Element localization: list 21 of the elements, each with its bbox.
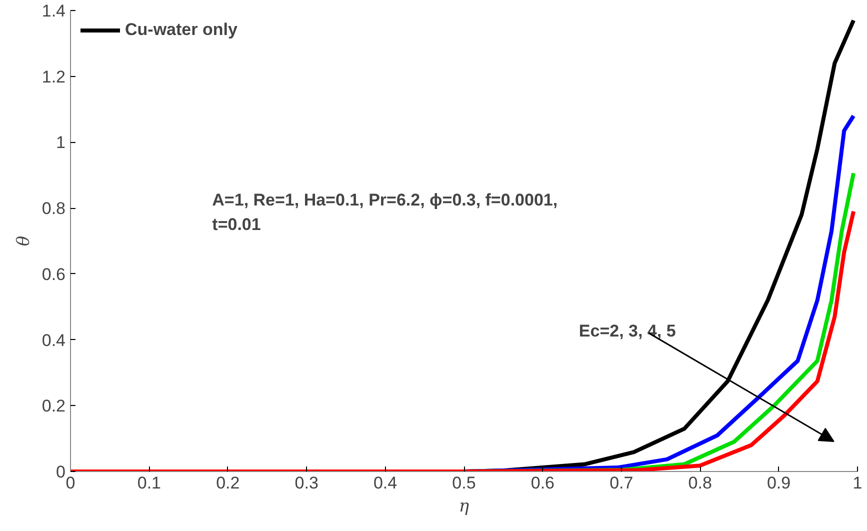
x-tick-label: 0.6 [530,474,555,492]
x-tick-label: 1 [852,474,862,492]
y-tick-label: 1.2 [42,67,66,86]
y-tick-label: 0.4 [42,330,66,350]
x-tick-label: 0.1 [137,474,162,492]
y-axis-title: θ [14,236,34,246]
y-tick-label: 0.8 [42,199,66,218]
annotation: A=1, Re=1, Ha=0.1, Pr=6.2, ϕ=0.3, f=0.0001, t=0.01 [212,190,558,234]
x-tick-label: 0.2 [216,474,240,492]
legend-label: Cu-water only [125,20,238,40]
y-tick-label: 1.4 [42,2,66,20]
x-tick-label: 0.5 [452,474,476,492]
y-tick-label: 0.2 [42,396,66,416]
x-tick-label: 0.7 [610,474,634,492]
x-tick-label: 0.3 [294,474,318,492]
x-axis-title: η [458,496,470,516]
y-tick-label: 1 [56,133,66,152]
x-tick-label: 0.4 [373,474,398,492]
y-tick-label: 0.6 [42,264,66,284]
x-tick-label: 0.9 [766,474,791,492]
x-tick-label: 0.8 [688,474,712,492]
